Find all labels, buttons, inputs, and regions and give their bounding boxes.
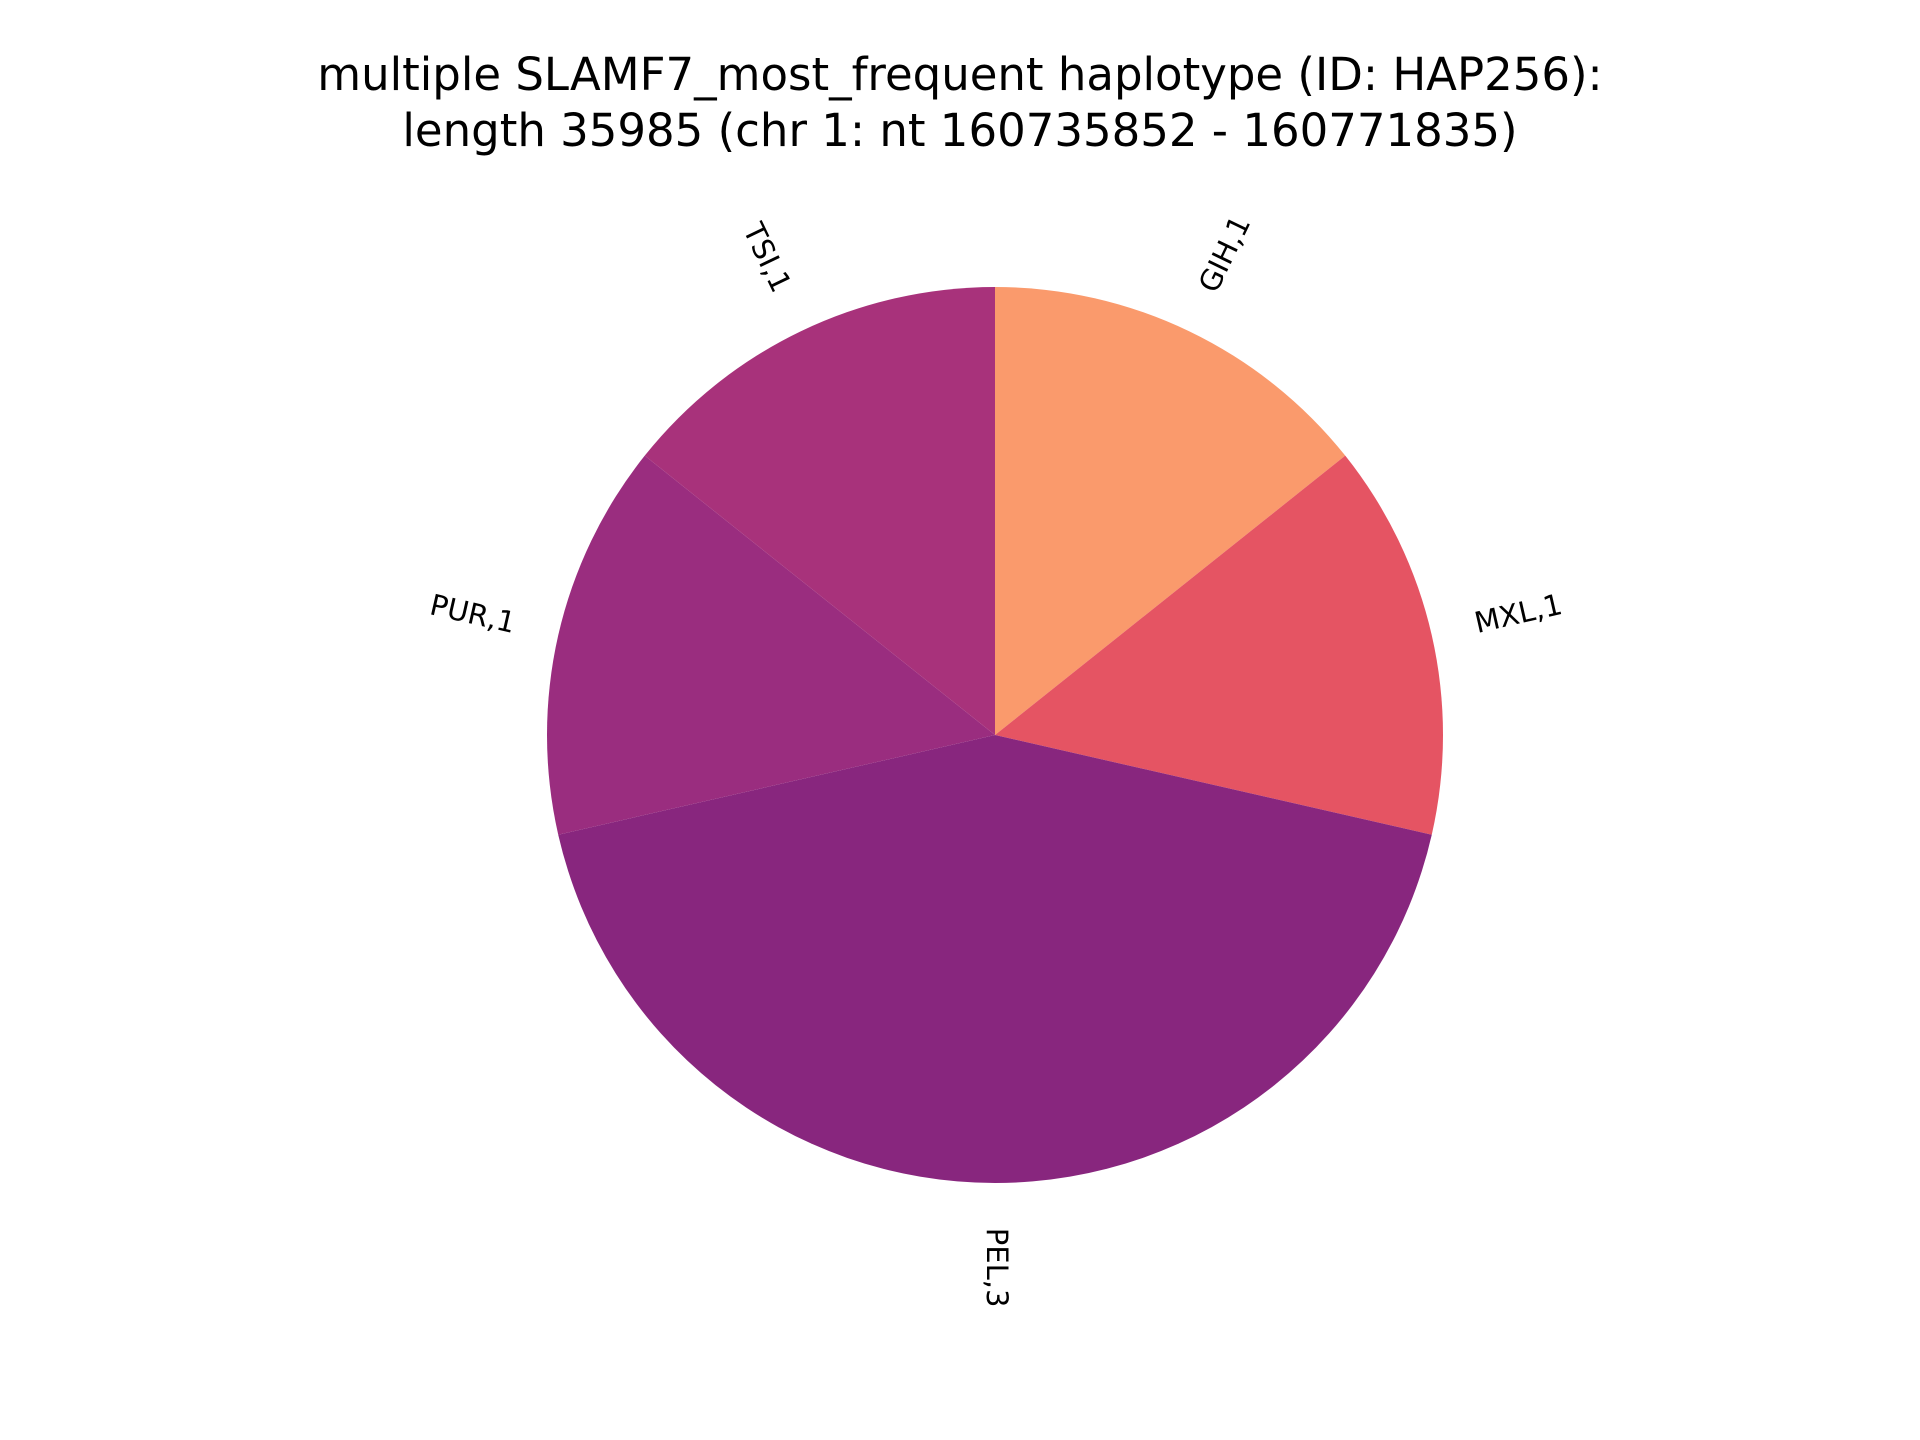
chart-title-line-2: length 35985 (chr 1: nt 160735852 - 1607… bbox=[402, 104, 1518, 157]
pie-slice-gih bbox=[995, 287, 1346, 735]
pie-slice-pel bbox=[558, 735, 1432, 1184]
pie-slices bbox=[546, 287, 1444, 1184]
slice-label-gih: GIH,1 bbox=[1192, 210, 1258, 297]
slice-label-tsi: TSI,1 bbox=[736, 217, 798, 298]
pie-slice-mxl bbox=[995, 455, 1444, 835]
slice-label-pel: PEL,3 bbox=[980, 1228, 1014, 1308]
pie-slice-tsi bbox=[644, 287, 995, 735]
slice-label-pur: PUR,1 bbox=[427, 588, 519, 640]
pie-slice-pur bbox=[546, 455, 995, 835]
chart-title-line-1: multiple SLAMF7_most_frequent haplotype … bbox=[317, 48, 1603, 101]
slice-label-mxl: MXL,1 bbox=[1471, 587, 1565, 640]
